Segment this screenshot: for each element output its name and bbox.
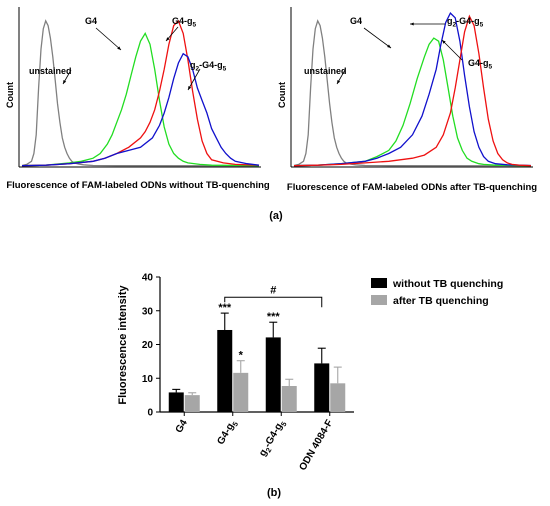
series-line-g2-g4-g5 bbox=[21, 52, 260, 167]
annotation-arrowhead bbox=[442, 40, 446, 44]
annotation-arrowhead bbox=[337, 80, 341, 84]
annotation-arrowhead bbox=[387, 44, 391, 48]
y-tick-label: 30 bbox=[142, 306, 154, 317]
annotation-arrow bbox=[441, 39, 463, 61]
annotation-arrow bbox=[187, 68, 201, 91]
bar-after-tb-quenching bbox=[184, 395, 200, 412]
legend-label-after-tb-quenching: after TB quenching bbox=[393, 295, 489, 307]
bar-without-tb-quenching bbox=[217, 329, 233, 412]
significance-marker: *** bbox=[218, 302, 232, 314]
histogram-without-quenching: Count Fluorescence of FAM-labeled ODNs w… bbox=[5, 7, 270, 191]
x-tick-label-g4: G4 bbox=[174, 418, 190, 435]
comparison-bracket bbox=[224, 296, 323, 308]
significance-marker: * bbox=[239, 350, 244, 362]
y-tick-label: 20 bbox=[142, 340, 154, 351]
annotation-arrowhead bbox=[117, 46, 121, 50]
panel-label-b: (b) bbox=[267, 487, 281, 499]
annotation-arrowhead bbox=[166, 37, 170, 41]
legend-swatch-after-tb-quenching bbox=[371, 295, 387, 305]
bar-after-tb-quenching bbox=[281, 386, 297, 412]
y-axis-label: Fluorescence intensity bbox=[117, 285, 129, 405]
bar-after-tb-quenching bbox=[330, 383, 346, 412]
annotations: G4 unstained G4-g5 g2-G4-g5 bbox=[29, 16, 227, 91]
y-axis-label: Count bbox=[5, 82, 15, 108]
annotation-arrow bbox=[95, 27, 122, 51]
bracket-marker: # bbox=[270, 284, 276, 296]
annotation-arrowhead bbox=[188, 86, 192, 90]
series-line-g4-g5 bbox=[293, 14, 532, 167]
panel-label-a: (a) bbox=[269, 210, 283, 222]
series-line-g4 bbox=[21, 31, 260, 167]
annotations: G4 unstained g2-G4-g5 G4-g5 bbox=[304, 16, 493, 85]
bar-without-tb-quenching bbox=[265, 337, 281, 412]
legend: without TB quenching after TB quenching bbox=[371, 278, 503, 307]
y-tick-label: 40 bbox=[142, 273, 154, 284]
bar-without-tb-quenching bbox=[168, 392, 184, 412]
legend-swatch-without-tb-quenching bbox=[371, 278, 387, 288]
annotation-label-unstained: unstained bbox=[304, 66, 347, 76]
x-tick-label-g2-g4-g5: g2-G4-g5 bbox=[257, 418, 288, 459]
annotation-label-unstained: unstained bbox=[29, 66, 72, 76]
series-line-g2-g4-g5 bbox=[293, 12, 532, 167]
annotation-label-g4: G4 bbox=[85, 16, 97, 26]
y-axis-label: Count bbox=[277, 82, 287, 108]
bar-after-tb-quenching bbox=[233, 372, 249, 412]
y-tick-label: 10 bbox=[142, 374, 154, 385]
x-axis-label: Fluorescence of FAM-labeled ODNs without… bbox=[6, 180, 270, 191]
annotation-arrow bbox=[363, 27, 392, 49]
x-axis-label: Fluorescence of FAM-labeled ODNs after T… bbox=[287, 182, 537, 193]
annotation-label-g4: G4 bbox=[350, 16, 362, 26]
annotation-arrowhead bbox=[410, 22, 414, 26]
series-line-unstained bbox=[293, 19, 532, 167]
x-tick-label-g4-g5: G4-g5 bbox=[215, 418, 240, 448]
annotation-label-g2-g4-g5: g2-G4-g5 bbox=[190, 60, 227, 73]
legend-label-without-tb-quenching: without TB quenching bbox=[392, 278, 503, 290]
significance-marker: *** bbox=[267, 311, 281, 323]
annotation-arrowhead bbox=[63, 80, 67, 84]
annotation-label-g4-g5: G4-g5 bbox=[468, 58, 493, 71]
histogram-after-quenching: Count Fluorescence of FAM-labeled ODNs a… bbox=[277, 7, 537, 193]
x-tick-label-odn-4084-f: ODN 4084-F bbox=[297, 418, 335, 473]
annotation-label-g4-g5: G4-g5 bbox=[172, 16, 197, 29]
series-line-g4 bbox=[293, 37, 532, 167]
annotation-label-g2-g4-g5: g2-G4-g5 bbox=[447, 16, 484, 29]
bar-without-tb-quenching bbox=[314, 363, 330, 412]
y-tick-label: 0 bbox=[147, 408, 153, 419]
series-line-unstained bbox=[21, 19, 260, 167]
